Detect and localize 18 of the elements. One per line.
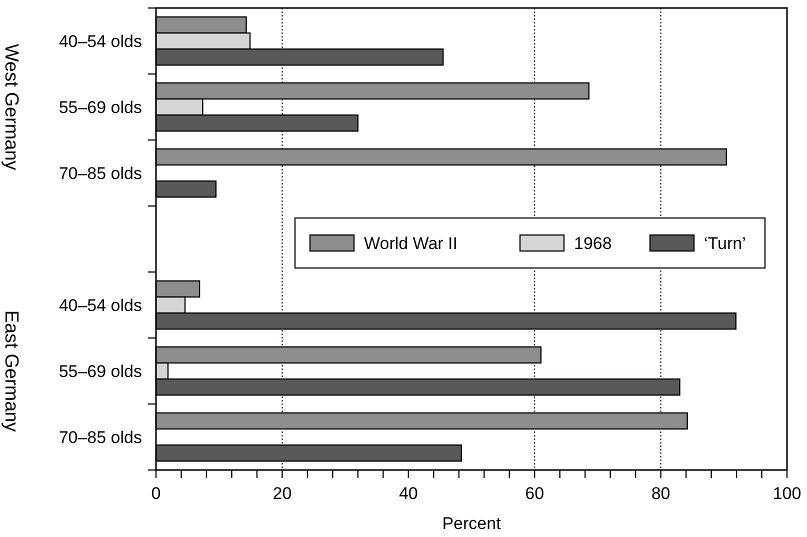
y-tick-label: 40–54 olds xyxy=(58,296,142,315)
y-tick-label: 70–85 olds xyxy=(58,428,142,447)
text: West Germany xyxy=(0,44,22,171)
legend-label: World War II xyxy=(364,234,458,253)
x-tick-label: 80 xyxy=(651,484,670,503)
y-tick-label: 55–69 olds xyxy=(58,98,142,117)
legend-label: 1968 xyxy=(574,234,612,253)
x-tick-label: 40 xyxy=(398,484,418,503)
x-tick-label: 100 xyxy=(772,484,802,503)
x-tick-label: 0 xyxy=(151,484,161,503)
legend-label: ‘Turn’ xyxy=(704,234,746,253)
y-tick-label: 70–85 olds xyxy=(58,164,142,183)
x-tick-label: 20 xyxy=(272,484,292,503)
text: East Germany xyxy=(0,310,22,432)
x-tick-label: 60 xyxy=(525,484,544,503)
y-tick-label: 40–54 olds xyxy=(58,32,142,51)
x-axis-title: Percent xyxy=(442,514,502,533)
y-tick-label: 55–69 olds xyxy=(58,362,142,381)
